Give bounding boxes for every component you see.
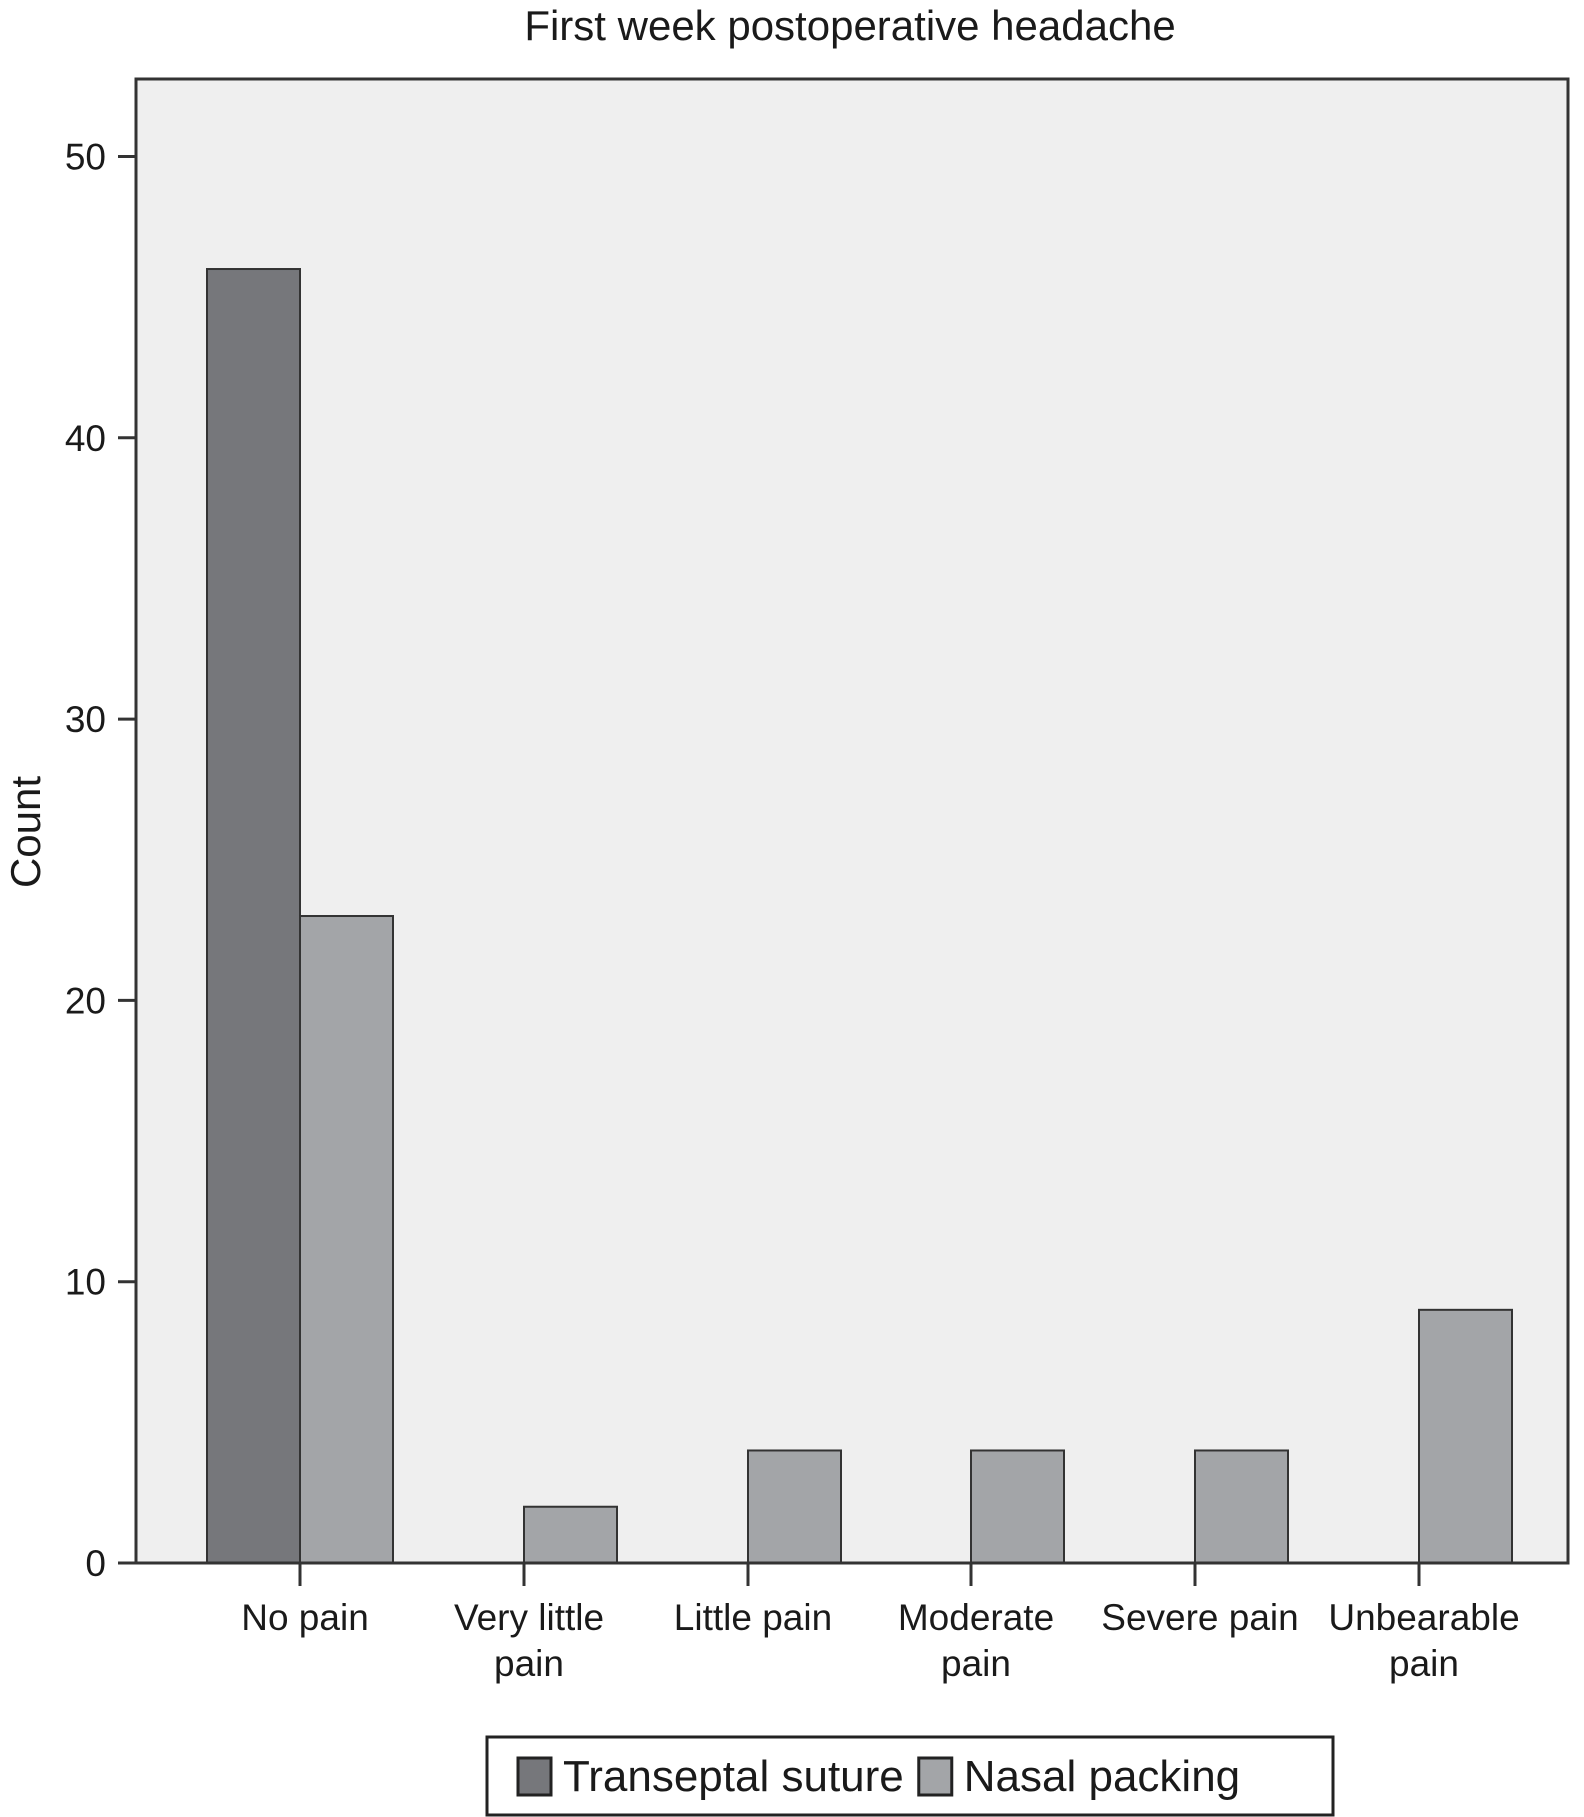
bar-nasal-packing [299,915,394,1564]
chart-title: First week postoperative headache [524,2,1175,49]
y-tick-label: 20 [65,980,106,1021]
bar-nasal-packing [1194,1449,1289,1564]
y-tick-label: 0 [85,1543,106,1584]
y-tick-label: 10 [65,1262,106,1303]
legend-swatch [917,1756,954,1797]
bar-nasal-packing [1418,1308,1513,1564]
bar-nasal-packing [747,1449,842,1564]
bar-nasal-packing [523,1505,618,1564]
x-tick-label: Little pain [674,1597,832,1638]
bar-nasal-packing [970,1449,1065,1564]
bar-transeptal-suture [206,268,301,1564]
legend: Transeptal suture Nasal packing [485,1735,1335,1817]
x-tick-label: No pain [241,1597,369,1638]
y-tick-label: 50 [65,137,106,178]
x-tick-label: Severe pain [1101,1597,1298,1638]
x-tick-label: Unbearable pain [1328,1597,1519,1684]
legend-label: Nasal packing [964,1752,1240,1801]
y-axis-label: Count [2,776,49,888]
x-tick-label: Very little pain [454,1597,604,1684]
x-tick-label: Moderate pain [898,1597,1054,1684]
legend-label: Transeptal suture [563,1752,904,1801]
y-tick-label: 30 [65,699,106,740]
legend-swatch [516,1756,553,1797]
y-tick-label: 40 [65,418,106,459]
